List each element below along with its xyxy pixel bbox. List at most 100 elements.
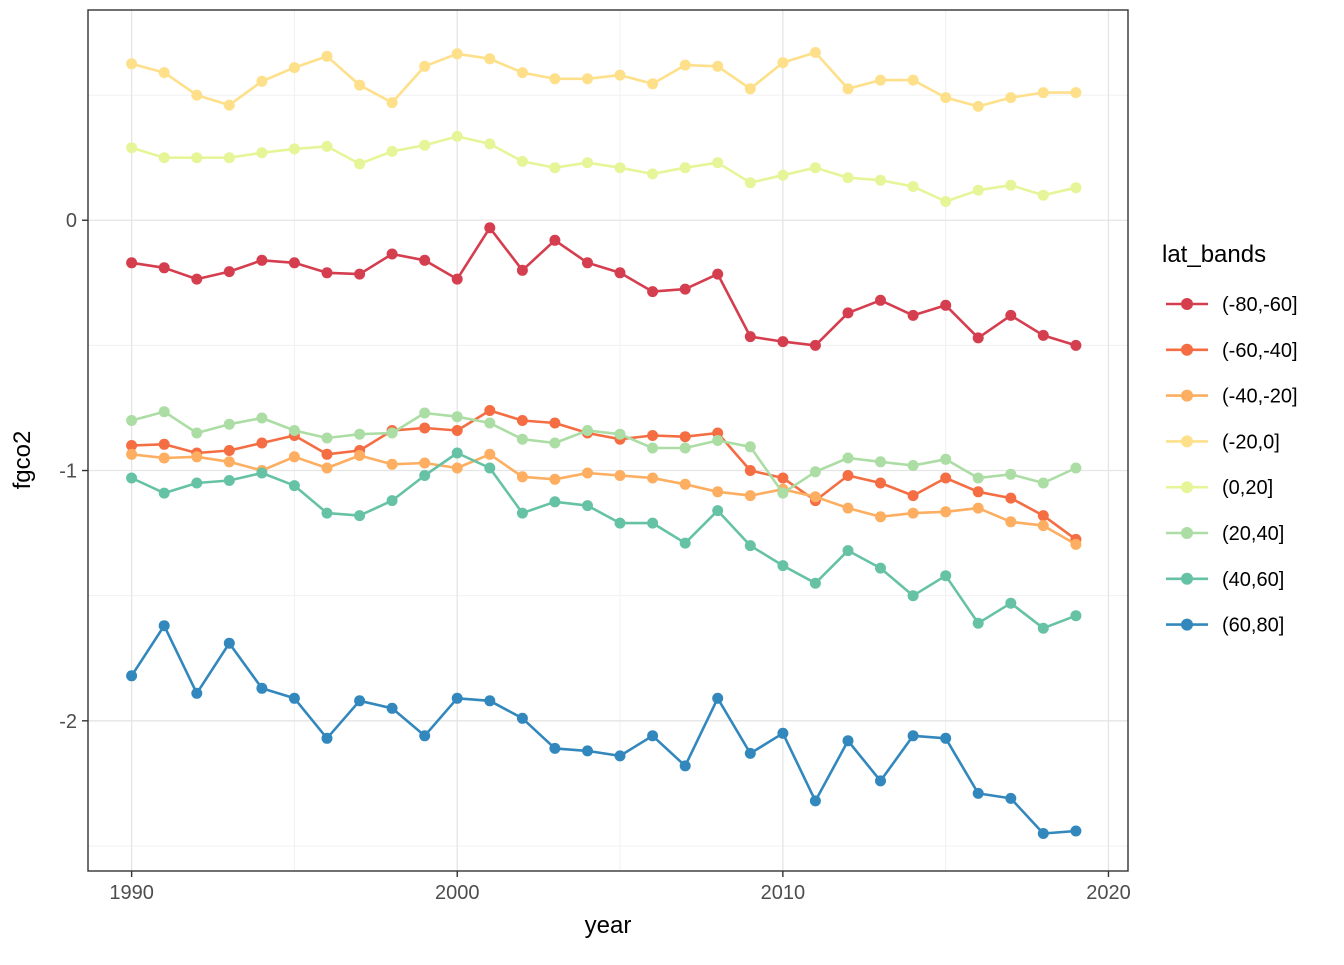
legend-item-label: (20,40] (1222, 523, 1284, 545)
legend-item: (60,80] (1166, 615, 1284, 637)
data-point (647, 168, 659, 180)
data-point (842, 735, 854, 747)
data-point (126, 415, 138, 426)
data-point (647, 78, 659, 90)
data-point (256, 254, 268, 266)
data-point (679, 478, 691, 490)
data-point (1037, 189, 1049, 201)
data-point (940, 506, 952, 518)
data-point (842, 545, 854, 557)
data-point (516, 67, 528, 79)
data-point (907, 507, 919, 519)
data-point (940, 453, 952, 465)
data-point (1037, 622, 1049, 634)
data-point (516, 471, 528, 483)
data-point (288, 480, 300, 492)
data-point (451, 130, 463, 142)
legend-item: (0,20] (1166, 477, 1273, 499)
data-point (647, 730, 659, 742)
legend-key-dot (1181, 572, 1193, 585)
data-point (842, 470, 854, 481)
data-point (191, 451, 203, 463)
data-point (256, 412, 268, 424)
data-point (809, 47, 821, 58)
data-point (1037, 510, 1049, 522)
data-point (809, 162, 821, 174)
data-point (321, 448, 333, 460)
data-point (223, 418, 235, 430)
data-point (647, 517, 659, 529)
data-point (582, 257, 593, 269)
data-point (1070, 339, 1082, 351)
data-point (614, 69, 626, 81)
data-point (1070, 87, 1082, 99)
legend-item: (-80,-60] (1166, 294, 1298, 316)
data-point (842, 307, 854, 319)
data-point (321, 732, 333, 744)
data-point (972, 472, 984, 484)
data-point (1070, 462, 1082, 474)
x-tick-label: 2020 (1086, 882, 1131, 904)
data-point (940, 299, 952, 311)
legend-key-dot (1181, 435, 1193, 448)
data-point (126, 670, 138, 682)
grid-layer (88, 10, 1128, 871)
series-line (131, 409, 1077, 541)
data-point (1070, 610, 1082, 622)
data-point (875, 74, 886, 86)
data-point (647, 442, 659, 454)
data-point (1037, 828, 1049, 839)
data-point (419, 470, 431, 481)
data-point (516, 507, 528, 519)
data-point (223, 99, 235, 111)
data-point (223, 456, 235, 468)
data-point (451, 692, 463, 704)
data-point (321, 140, 333, 152)
data-point (809, 577, 821, 589)
data-point (972, 502, 984, 514)
data-point (582, 745, 593, 757)
data-point (549, 473, 561, 485)
data-point (321, 432, 333, 444)
data-point (419, 254, 431, 266)
data-point (842, 502, 854, 514)
data-point (744, 441, 756, 453)
data-point (386, 702, 398, 714)
data-point (842, 452, 854, 464)
data-point (256, 467, 268, 479)
data-point (549, 417, 561, 429)
data-point (1070, 182, 1082, 194)
data-point (842, 83, 854, 95)
data-point (1037, 329, 1049, 341)
legend-item-label: (-20,0] (1222, 431, 1280, 453)
data-point (875, 562, 886, 574)
data-point (582, 157, 593, 169)
legend-item-label: (-60,-40] (1222, 340, 1298, 362)
data-point (549, 437, 561, 449)
data-point (712, 268, 724, 280)
legend-key-dot (1181, 618, 1193, 631)
data-point (256, 75, 268, 87)
data-point (126, 440, 138, 451)
data-point (907, 730, 919, 742)
data-point (582, 73, 593, 85)
data-point (288, 692, 300, 704)
data-point (321, 462, 333, 474)
series-line (131, 135, 1077, 203)
data-point (744, 465, 756, 476)
data-point (679, 283, 691, 295)
x-tick-label: 1990 (109, 882, 154, 904)
legend-item-label: (-40,-20] (1222, 386, 1298, 408)
panel-border (87, 9, 1129, 872)
legend-item: (20,40] (1166, 523, 1284, 545)
data-point (614, 428, 626, 440)
legend-item-label: (40,60] (1222, 569, 1284, 591)
data-point (386, 495, 398, 507)
data-point (354, 510, 366, 522)
data-point (386, 145, 398, 157)
data-point (354, 695, 366, 707)
legend-item: (40,60] (1166, 569, 1284, 591)
legend-key-dot (1181, 298, 1193, 310)
data-point (679, 760, 691, 772)
data-point (907, 490, 919, 502)
